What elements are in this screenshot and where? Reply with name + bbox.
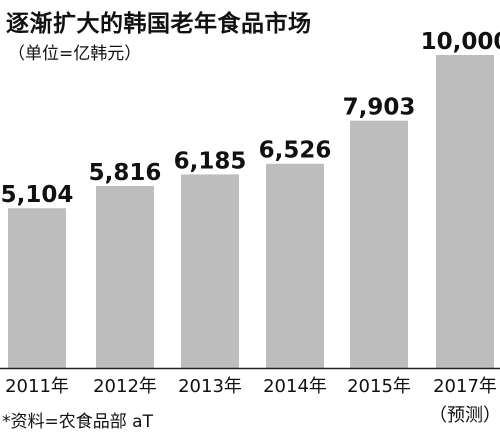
category-label: 2017年 — [433, 376, 497, 397]
bar-2011年 — [8, 208, 66, 368]
value-label: 5,104 — [1, 182, 74, 208]
chart-subtitle: （单位=亿韩元） — [8, 44, 142, 64]
bar-2014年 — [266, 163, 324, 368]
value-label: 6,185 — [174, 148, 247, 174]
category-label: 2015年 — [347, 376, 411, 397]
category-label: 2013年 — [178, 376, 242, 397]
value-label: 10,000 — [421, 29, 500, 55]
bar-2012年 — [96, 185, 154, 368]
category-label: 2012年 — [93, 376, 157, 397]
source-note: *资料=农食品部 aT — [2, 412, 153, 432]
value-label: 7,903 — [343, 95, 416, 121]
bar-2017年 — [436, 55, 494, 368]
bar-2013年 — [181, 174, 239, 368]
category-label: 2011年 — [5, 376, 69, 397]
chart-title: 逐渐扩大的韩国老年食品市场 — [6, 11, 312, 37]
category-label: 2014年 — [263, 376, 327, 397]
bar-2015年 — [350, 120, 408, 368]
category-note: （预测） — [429, 405, 500, 426]
value-label: 6,526 — [259, 138, 332, 164]
value-label: 5,816 — [89, 160, 162, 186]
